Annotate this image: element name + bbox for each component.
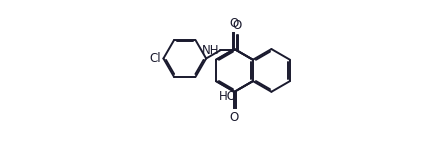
Text: O: O xyxy=(230,111,239,124)
Text: NH: NH xyxy=(202,44,219,57)
Text: Cl: Cl xyxy=(149,52,161,65)
Text: O: O xyxy=(232,19,241,32)
Text: HO: HO xyxy=(219,90,237,103)
Text: O: O xyxy=(230,17,239,30)
